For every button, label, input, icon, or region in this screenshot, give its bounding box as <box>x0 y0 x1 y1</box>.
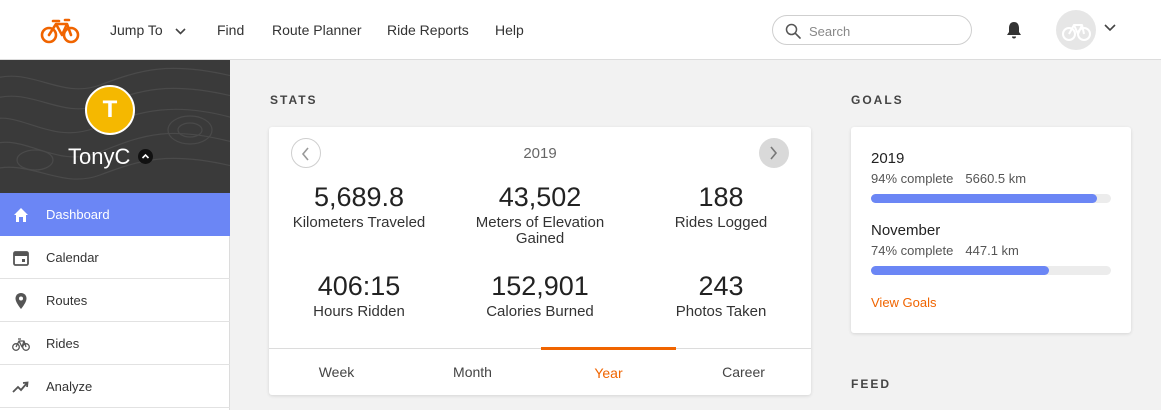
nav-find[interactable]: Find <box>217 22 245 38</box>
goals-card: 2019 94% complete 5660.5 km November 74% … <box>851 127 1131 333</box>
stat-elevation: 43,502 Meters of Elevation Gained <box>450 181 630 247</box>
sidebar-item-analyze[interactable]: Analyze <box>0 365 230 408</box>
sidebar-item-routes[interactable]: Routes <box>0 279 230 322</box>
bicycle-avatar-icon <box>1062 24 1091 41</box>
feed-section-title: FEED <box>851 377 892 391</box>
next-year-button[interactable] <box>759 138 789 168</box>
sidebar-item-label: Dashboard <box>46 207 110 222</box>
stat-kilometers: 5,689.8 Kilometers Traveled <box>269 181 449 231</box>
profile-menu-toggle[interactable] <box>138 149 153 164</box>
bell-icon[interactable] <box>1004 20 1024 40</box>
stat-label: Hours Ridden <box>313 303 405 320</box>
nav-ride-reports[interactable]: Ride Reports <box>387 22 469 38</box>
stat-value: 43,502 <box>498 182 582 212</box>
goals-section-title: GOALS <box>851 93 904 107</box>
tab-career[interactable]: Career <box>722 364 765 380</box>
goal-progress-bar <box>871 266 1111 275</box>
user-avatar[interactable] <box>1056 10 1096 50</box>
view-goals-link[interactable]: View Goals <box>871 295 937 310</box>
stat-value: 188 <box>698 182 744 212</box>
profile-header: T TonyC <box>0 60 230 193</box>
stat-value: 406:15 <box>317 271 401 301</box>
stat-label: Rides Logged <box>674 214 768 231</box>
sidebar-item-calendar[interactable]: Calendar <box>0 236 230 279</box>
profile-avatar[interactable]: T <box>85 85 135 135</box>
stats-card: 2019 5,689.8 Kilometers Traveled 43,502 … <box>269 127 811 395</box>
nav-help[interactable]: Help <box>495 22 524 38</box>
goal-meta: 74% complete 447.1 km <box>871 243 1111 258</box>
search-box[interactable] <box>772 15 972 45</box>
goal-meta: 94% complete 5660.5 km <box>871 171 1111 186</box>
goal-progress-fill <box>871 266 1049 275</box>
goal-item: November 74% complete 447.1 km <box>871 222 1111 275</box>
previous-year-button[interactable] <box>291 138 321 168</box>
stats-section-title: STATS <box>270 93 318 107</box>
goal-progress-fill <box>871 194 1097 203</box>
stat-photos: 243 Photos Taken <box>631 270 811 320</box>
stat-value: 5,689.8 <box>313 182 405 212</box>
search-input[interactable] <box>809 22 959 40</box>
chevron-right-icon <box>770 146 778 160</box>
topographic-background <box>0 67 230 180</box>
home-icon <box>14 208 28 222</box>
bicycle-icon <box>12 338 30 351</box>
chevron-left-icon <box>301 147 309 161</box>
goal-item: 2019 94% complete 5660.5 km <box>871 150 1111 203</box>
stat-calories: 152,901 Calories Burned <box>450 270 630 320</box>
sidebar-item-rides[interactable]: Rides <box>0 322 230 365</box>
period-tabs: Week Month Year Career <box>269 347 811 395</box>
stat-value: 152,901 <box>491 271 589 301</box>
calendar-icon <box>13 251 29 266</box>
sidebar-item-label: Analyze <box>46 379 93 394</box>
stat-hours: 406:15 Hours Ridden <box>269 270 449 320</box>
goal-percent: 94% complete <box>871 171 954 186</box>
stat-label: Photos Taken <box>675 303 767 320</box>
goal-name: 2019 <box>871 150 905 167</box>
goal-distance: 5660.5 km <box>965 171 1027 186</box>
tab-week[interactable]: Week <box>318 364 355 380</box>
chevron-up-icon <box>141 153 150 159</box>
nav-jump-to[interactable]: Jump To <box>110 22 186 38</box>
stat-label: Kilometers Traveled <box>292 214 426 231</box>
sidebar: T TonyC Dashboard Calendar Routes Rides … <box>0 60 230 410</box>
goal-distance: 447.1 km <box>965 243 1019 258</box>
chevron-down-icon <box>174 28 186 35</box>
sidebar-item-dashboard[interactable]: Dashboard <box>0 193 230 236</box>
tab-year[interactable]: Year <box>541 347 676 393</box>
top-navigation: Jump To Find Route Planner Ride Reports … <box>0 0 1161 60</box>
sidebar-item-label: Calendar <box>46 250 99 265</box>
stat-value: 243 <box>698 271 744 301</box>
tab-month[interactable]: Month <box>453 364 492 380</box>
goal-name: November <box>871 222 941 239</box>
sidebar-item-label: Routes <box>46 293 88 308</box>
chevron-down-icon[interactable] <box>1104 24 1116 32</box>
stat-label: Meters of Elevation Gained <box>475 214 605 247</box>
goal-progress-bar <box>871 194 1111 203</box>
stats-year: 2019 <box>523 145 557 162</box>
map-pin-icon <box>15 293 27 309</box>
trend-icon <box>12 381 29 393</box>
profile-name[interactable]: TonyC <box>68 144 131 169</box>
sidebar-item-label: Rides <box>46 336 80 351</box>
search-icon <box>785 23 801 39</box>
goal-percent: 74% complete <box>871 243 954 258</box>
bicycle-logo-icon[interactable] <box>40 16 80 44</box>
stat-rides: 188 Rides Logged <box>631 181 811 231</box>
nav-route-planner[interactable]: Route Planner <box>272 22 362 38</box>
stat-label: Calories Burned <box>486 303 594 320</box>
